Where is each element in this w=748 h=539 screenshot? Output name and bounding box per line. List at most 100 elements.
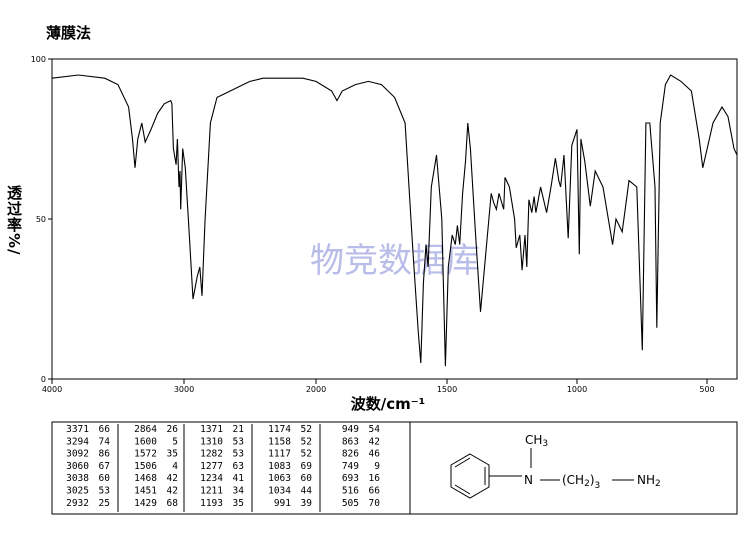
peak-transmittance: 35: [233, 498, 244, 509]
atom-text: NH: [637, 473, 655, 487]
subscript: 3: [595, 481, 601, 491]
chain-text: ): [590, 473, 595, 487]
peak-transmittance: 68: [167, 498, 179, 509]
subscript: 3: [542, 439, 548, 449]
watermark: 物竞数据库: [310, 241, 480, 281]
x-tick-label: 500: [699, 385, 714, 394]
peak-transmittance: 25: [99, 498, 110, 509]
peak-wavenumber: 1506: [134, 461, 157, 472]
peak-wavenumber: 3025: [66, 486, 89, 497]
peak-wavenumber: 1451: [134, 486, 157, 497]
peak-wavenumber: 3294: [66, 436, 89, 447]
peak-transmittance: 42: [167, 486, 178, 497]
spectrum-line: [51, 74, 738, 367]
structure-labels: CH3 N (CH2)3 NH2: [524, 433, 661, 491]
atom-text: CH: [525, 433, 542, 447]
peak-transmittance: 66: [369, 486, 381, 497]
peak-wavenumber: 3092: [66, 449, 89, 460]
atom-label: CH3: [525, 433, 548, 449]
peak-wavenumber: 1034: [268, 486, 291, 497]
peak-wavenumber: 1429: [134, 498, 157, 509]
peak-transmittance: 63: [233, 461, 244, 472]
peak-transmittance: 70: [369, 498, 381, 509]
peak-transmittance: 52: [301, 436, 312, 447]
peak-transmittance: 16: [369, 473, 381, 484]
peak-wavenumber: 3371: [66, 424, 89, 435]
x-tick-label: 3000: [174, 385, 194, 394]
peak-wavenumber: 3060: [66, 461, 89, 472]
peak-wavenumber: 863: [342, 436, 359, 447]
table-frame: [51, 421, 738, 515]
peak-wavenumber: 1083: [268, 461, 291, 472]
peak-transmittance: 35: [167, 449, 178, 460]
chain-label: (CH2)3: [562, 473, 600, 491]
atom-label: NH2: [637, 473, 661, 489]
peak-wavenumber: 991: [274, 498, 291, 509]
peak-transmittance: 52: [301, 449, 312, 460]
y-axis-label: 透过率%/: [5, 185, 23, 256]
subscript: 2: [584, 479, 590, 489]
peak-wavenumber: 505: [342, 498, 359, 509]
peak-transmittance: 53: [99, 486, 110, 497]
peak-transmittance: 9: [374, 461, 380, 472]
peak-wavenumber: 1158: [268, 436, 291, 447]
y-tick-label: 0: [41, 375, 46, 384]
peak-transmittance: 53: [233, 449, 244, 460]
x-tick-label: 1000: [567, 385, 587, 394]
ring-bond: [454, 484, 471, 495]
peak-transmittance: 60: [301, 473, 313, 484]
chart-title: 薄膜法: [46, 24, 91, 42]
peak-transmittance: 46: [369, 449, 381, 460]
ring-bond: [454, 457, 471, 468]
peak-transmittance: 41: [233, 473, 245, 484]
peak-wavenumber: 1371: [200, 424, 223, 435]
peak-transmittance: 67: [99, 461, 110, 472]
peak-wavenumber: 749: [342, 461, 359, 472]
peak-transmittance: 74: [99, 436, 111, 447]
peak-wavenumber: 1211: [200, 486, 223, 497]
subscript: 2: [655, 479, 661, 489]
x-tick-label: 1500: [437, 385, 457, 394]
plot-frame: [51, 58, 738, 380]
atom-label: N: [524, 473, 533, 487]
peak-transmittance: 42: [369, 436, 380, 447]
peak-transmittance: 44: [301, 486, 313, 497]
peak-wavenumber: 516: [342, 486, 359, 497]
peak-transmittance: 86: [99, 449, 111, 460]
peak-transmittance: 26: [167, 424, 179, 435]
peak-transmittance: 34: [233, 486, 245, 497]
peak-wavenumber: 1193: [200, 498, 223, 509]
y-tick-label: 50: [36, 215, 46, 224]
peak-wavenumber: 1310: [200, 436, 223, 447]
peak-wavenumber: 2932: [66, 498, 89, 509]
x-tick-label: 2000: [306, 385, 326, 394]
peak-transmittance: 5: [172, 436, 178, 447]
y-tick-label: 100: [31, 55, 46, 64]
peak-wavenumber: 1468: [134, 473, 157, 484]
peak-transmittance: 21: [233, 424, 245, 435]
peak-wavenumber: 1282: [200, 449, 223, 460]
peak-transmittance: 39: [301, 498, 313, 509]
peak-wavenumber: 1277: [200, 461, 223, 472]
peak-wavenumber: 1117: [268, 449, 291, 460]
peak-wavenumber: 1600: [134, 436, 157, 447]
peak-wavenumber: 949: [342, 424, 359, 435]
peak-wavenumber: 3038: [66, 473, 89, 484]
x-tick-label: 4000: [42, 385, 62, 394]
peak-transmittance: 52: [301, 424, 312, 435]
peak-transmittance: 54: [369, 424, 381, 435]
peak-wavenumber: 1063: [268, 473, 291, 484]
peak-transmittance: 53: [233, 436, 244, 447]
peak-wavenumber: 1174: [268, 424, 291, 435]
peak-transmittance: 69: [301, 461, 313, 472]
peak-wavenumber: 2864: [134, 424, 157, 435]
peak-wavenumber: 826: [342, 449, 359, 460]
benzene-ring: [450, 453, 490, 499]
peak-wavenumber: 1572: [134, 449, 157, 460]
peak-transmittance: 42: [167, 473, 178, 484]
peak-wavenumber: 693: [342, 473, 359, 484]
chain-text: (CH: [562, 473, 584, 487]
peak-wavenumber: 1234: [200, 473, 223, 484]
